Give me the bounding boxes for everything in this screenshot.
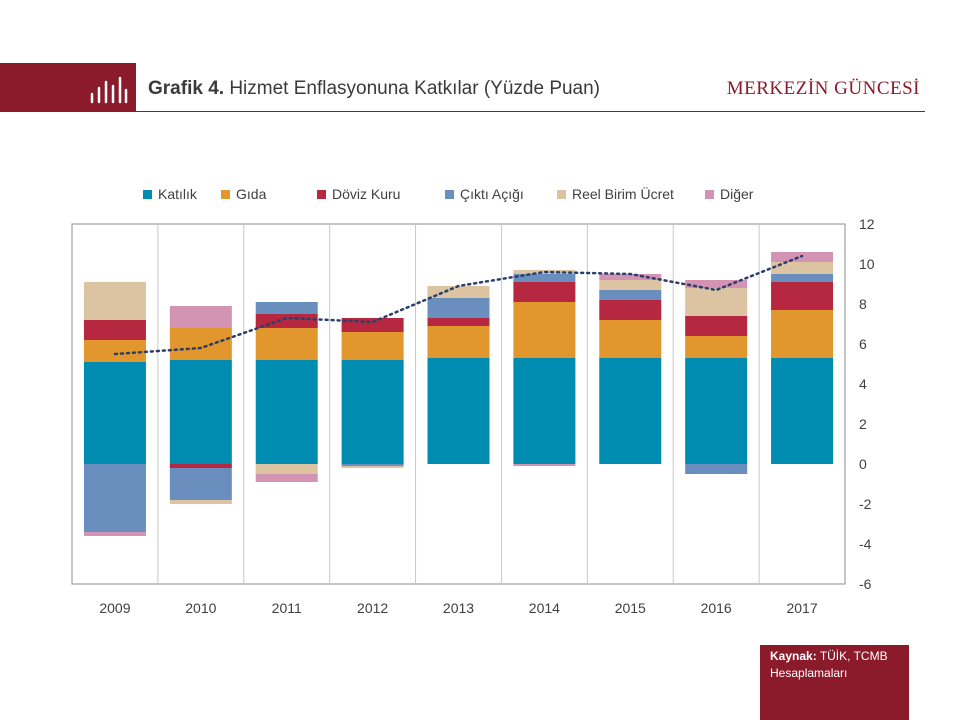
bar-segment [341,464,404,466]
bar-segment [513,302,576,358]
chart-title-text: Hizmet Enflasyonuna Katkılar (Yüzde Puan… [229,78,601,99]
bar-segment [341,466,404,468]
legend-swatch [445,190,454,199]
legend-label: Döviz Kuru [332,186,400,202]
legend-label: Reel Birim Ücret [572,185,674,202]
y-tick-label: 8 [859,296,867,312]
source-box: Kaynak: TÜİK, TCMB Hesaplamaları [760,645,909,720]
legend-swatch [317,190,326,199]
bar-segment [83,340,146,362]
bar-segment [599,290,662,300]
bar-segment [771,274,834,282]
inflation-line [113,254,804,356]
x-tick-label: 2011 [272,600,302,616]
bar-segment [771,282,834,310]
bar-segment [169,328,232,360]
bar-segment [513,464,576,466]
bar-segment [599,358,662,464]
bar-segment [685,464,748,474]
bar-segment [513,358,576,464]
header-rule [136,111,925,112]
x-tick-label: 2009 [99,600,130,616]
bar-segment [255,360,318,464]
legend-swatch [221,190,230,199]
y-tick-label: -6 [859,576,872,592]
legend-label: Katılık [158,186,198,202]
bar-segment [255,314,318,328]
bar-segment [83,464,146,532]
legend-label: Çıktı Açığı [460,186,524,202]
bar-segment [255,328,318,360]
bar-segment [771,262,834,274]
source-text: TÜİK, TCMB Hesaplamaları [770,649,888,680]
y-tick-label: 2 [859,416,867,432]
bar-segment [341,360,404,464]
x-tick-label: 2016 [701,600,732,616]
bar-segment [599,280,662,290]
bar-segment [685,358,748,464]
legend-swatch [143,190,152,199]
legend-swatch [705,190,714,199]
x-tick-label: 2010 [185,600,216,616]
legend-swatch [557,190,566,199]
bar-segment [169,360,232,464]
y-tick-label: -2 [859,496,872,512]
plot-frame [71,223,846,585]
legend-label: Diğer [720,186,754,202]
bar-segment [83,320,146,340]
bar-segment [83,362,146,464]
bar-segment [83,282,146,320]
bar-segment [771,310,834,358]
y-tick-label: 10 [859,256,875,272]
chart-title: Grafik 4. Hizmet Enflasyonuna Katkılar (… [148,78,600,100]
y-tick-label: 12 [859,216,875,232]
bar-segment [427,358,490,464]
x-tick-label: 2015 [615,600,646,616]
brand-name: MERKEZİN GÜNCESİ [726,78,920,99]
bar-segment [599,274,662,280]
source-label: Kaynak: [770,649,817,663]
bar-segment [169,468,232,500]
bar-segment [255,302,318,314]
bar-segment [513,274,576,282]
bar-segment [427,298,490,318]
bar-segment [685,316,748,336]
bar-segment [771,358,834,464]
bar-segment [685,288,748,316]
bar-segment [169,306,232,328]
bar-segment [513,282,576,302]
bar-segment [599,300,662,320]
x-tick-label: 2017 [786,600,817,616]
bar-chart-icon [90,76,128,104]
y-tick-label: 4 [859,376,867,392]
y-tick-label: 0 [859,456,867,472]
chart-title-number: Grafik 4. [148,78,225,99]
bar-segment [599,320,662,358]
x-tick-label: 2012 [357,600,388,616]
bar-segment [169,500,232,504]
x-tick-label: 2013 [443,600,474,616]
bar-segment [685,280,748,288]
bar-segment [427,286,490,298]
x-tick-label: 2014 [529,600,560,616]
bar-segment [427,326,490,358]
bar-segment [255,464,318,474]
y-tick-label: 6 [859,336,867,352]
y-tick-label: -4 [859,536,872,552]
bar-segment [255,474,318,482]
bar-segment [341,332,404,360]
bar-segment [169,464,232,468]
header-accent-box [0,63,136,112]
bar-segment [427,318,490,326]
bar-segment [685,336,748,358]
bar-segment [83,532,146,536]
legend-label: Gıda [236,186,267,202]
